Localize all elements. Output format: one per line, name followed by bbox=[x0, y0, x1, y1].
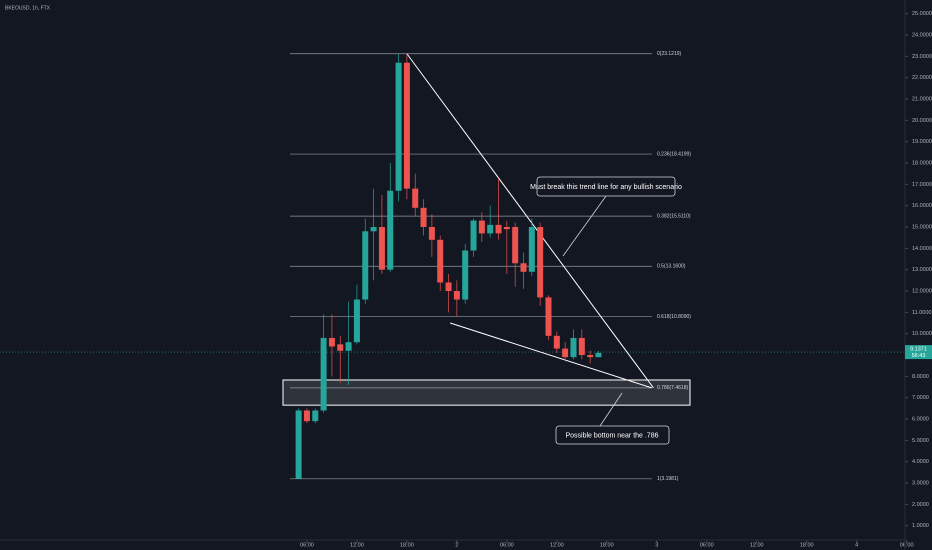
x-tick-label: 12:00 bbox=[550, 542, 564, 548]
candle-body bbox=[512, 227, 519, 264]
candle-body bbox=[528, 227, 535, 272]
fib-label: 0.618(10.8090) bbox=[657, 314, 691, 320]
fib-label: 1(3.1981) bbox=[657, 476, 679, 482]
y-tick-label: 18.0000 bbox=[912, 160, 932, 166]
fib-label: 0.236(18.4199) bbox=[657, 151, 691, 157]
candle-body bbox=[345, 342, 352, 351]
trend-line bbox=[450, 322, 652, 389]
x-tick-label: 12:00 bbox=[350, 542, 364, 548]
fib-label: 0.382(15.5110) bbox=[657, 213, 691, 219]
y-tick-label: 6.0000 bbox=[912, 416, 929, 422]
candle-body bbox=[420, 207, 427, 228]
y-tick-label: 25.0000 bbox=[912, 11, 932, 17]
fib-label: 0.5(13.1600) bbox=[657, 264, 686, 270]
x-tick-label: 2 bbox=[455, 542, 458, 548]
candle-body bbox=[553, 335, 560, 349]
candle-body bbox=[370, 227, 377, 232]
candle-body bbox=[578, 337, 585, 356]
candle-body bbox=[328, 337, 335, 347]
y-tick-label: 5.0000 bbox=[912, 438, 929, 444]
candle-body bbox=[545, 297, 552, 336]
candle-body bbox=[403, 62, 410, 189]
x-tick-label: 3 bbox=[655, 542, 658, 548]
y-tick-label: 11.0000 bbox=[912, 310, 931, 316]
y-tick-label: 14.0000 bbox=[912, 246, 932, 252]
y-tick-label: 12.0000 bbox=[912, 288, 932, 294]
y-tick-label: 17.0000 bbox=[912, 182, 932, 188]
candle-body bbox=[320, 337, 327, 411]
fib-label: 0.786(7.4618) bbox=[657, 385, 688, 391]
y-tick-label: 19.0000 bbox=[912, 139, 932, 145]
candle-body bbox=[445, 282, 452, 292]
x-tick-label: 18:00 bbox=[600, 542, 614, 548]
candle-body bbox=[495, 224, 502, 234]
candle-body bbox=[295, 410, 302, 479]
price-tag-value: 9.1371 bbox=[910, 347, 927, 353]
candle-body bbox=[437, 239, 444, 283]
candle-body bbox=[537, 227, 544, 298]
y-tick-label: 10.0000 bbox=[912, 331, 932, 337]
y-tick-label: 23.0000 bbox=[912, 54, 932, 60]
x-tick-label: 4 bbox=[855, 542, 858, 548]
x-tick-label: 06:00 bbox=[500, 542, 514, 548]
candle-body bbox=[453, 291, 460, 300]
candle-body bbox=[562, 348, 569, 358]
symbol-title: BKEOUSD, 1h, FTX bbox=[5, 5, 51, 11]
candle-body bbox=[487, 224, 494, 234]
y-tick-label: 4.0000 bbox=[912, 459, 929, 465]
y-tick-label: 3.0000 bbox=[912, 480, 929, 486]
x-tick-label: 12:00 bbox=[750, 542, 764, 548]
x-tick-label: 18:00 bbox=[800, 542, 814, 548]
y-tick-label: 16.0000 bbox=[912, 203, 932, 209]
y-tick-label: 20.0000 bbox=[912, 118, 932, 124]
candle-body bbox=[428, 227, 435, 240]
y-tick-label: 8.0000 bbox=[912, 374, 929, 380]
candle-body bbox=[520, 263, 527, 272]
fib-label: 0(23.1219) bbox=[657, 51, 682, 57]
annotation-box bbox=[555, 425, 670, 445]
price-tag bbox=[905, 345, 932, 360]
annotation-text: Must break this trend line for any bulli… bbox=[530, 184, 682, 191]
y-tick-label: 24.0000 bbox=[912, 32, 932, 38]
candle-body bbox=[353, 299, 360, 343]
candle-body bbox=[470, 220, 477, 251]
candle-body bbox=[337, 344, 344, 351]
y-tick-label: 2.0000 bbox=[912, 502, 929, 508]
y-tick-label: 1.0000 bbox=[912, 523, 929, 529]
candle-body bbox=[362, 231, 369, 300]
x-tick-label: 06:00 bbox=[300, 542, 314, 548]
y-tick-label: 13.0000 bbox=[912, 267, 932, 273]
candle-body bbox=[478, 220, 485, 234]
candle-body bbox=[587, 355, 594, 358]
annotation-text: Possible bottom near the .786 bbox=[565, 432, 658, 439]
annotation-box bbox=[536, 176, 676, 197]
candle-body bbox=[378, 227, 385, 270]
candle-body bbox=[570, 337, 577, 358]
candle-body bbox=[595, 352, 602, 358]
candle-body bbox=[462, 250, 469, 300]
y-tick-label: 7.0000 bbox=[912, 395, 929, 401]
x-tick-label: 06:00 bbox=[700, 542, 714, 548]
candle-body bbox=[412, 188, 419, 208]
x-tick-label: 06:00 bbox=[900, 542, 914, 548]
trend-line bbox=[406, 53, 654, 389]
candle-body bbox=[395, 62, 402, 191]
candle-body bbox=[387, 190, 394, 270]
price-tag-countdown: 56:43 bbox=[912, 353, 926, 359]
y-tick-label: 22.0000 bbox=[912, 75, 932, 81]
candle-body bbox=[303, 410, 310, 422]
candle-body bbox=[312, 410, 319, 422]
candle-body bbox=[503, 227, 510, 230]
x-tick-label: 18:00 bbox=[400, 542, 414, 548]
y-tick-label: 15.0000 bbox=[912, 224, 932, 230]
annotation-pointer bbox=[599, 392, 623, 427]
y-tick-label: 21.0000 bbox=[912, 96, 932, 102]
support-zone bbox=[282, 379, 691, 406]
annotation-pointer bbox=[562, 195, 607, 257]
